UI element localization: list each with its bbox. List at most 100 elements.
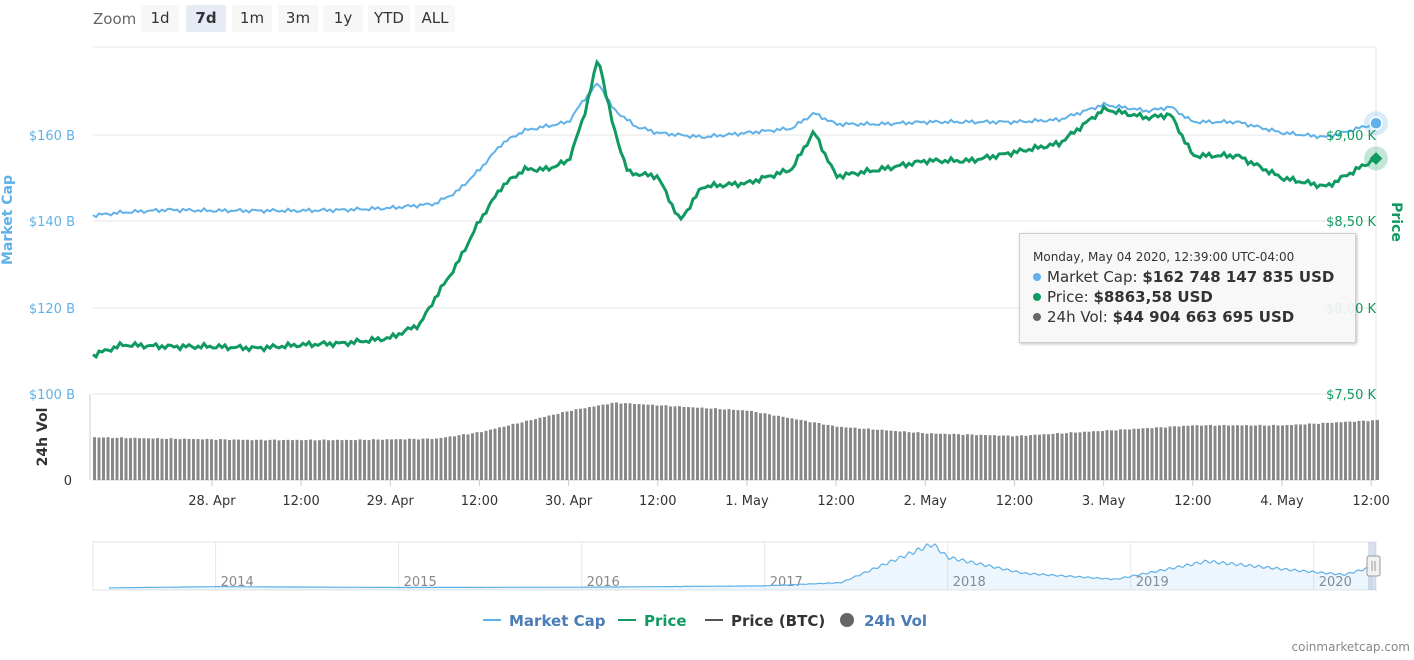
x-tick-label: 12:00 (282, 494, 319, 509)
zoom-button-bg[interactable] (278, 5, 318, 32)
legend-item-market-cap[interactable]: Market Cap (483, 612, 606, 630)
volume-bar (336, 439, 339, 480)
volume-bar (358, 439, 362, 480)
volume-bar (223, 439, 227, 480)
volume-bar (831, 425, 834, 480)
volume-bar (660, 405, 663, 480)
volume-bar (543, 416, 546, 480)
volume-bar (723, 409, 726, 480)
volume-bar (750, 410, 753, 480)
left-axis-ticks: $160 B $140 B $120 B $100 B (29, 129, 75, 403)
volume-bar (772, 415, 776, 480)
volume-bar (1042, 434, 1046, 480)
volume-bar (907, 432, 911, 480)
zoom-button-all[interactable]: ALL (415, 5, 455, 32)
volume-bar (637, 404, 641, 480)
volume-bar (781, 416, 785, 480)
zoom-button-bg[interactable] (232, 5, 272, 32)
navigator-handle[interactable] (1366, 555, 1381, 577)
zoom-button-label[interactable]: 3m (286, 9, 310, 27)
zoom-button-label[interactable]: 1m (240, 9, 264, 27)
volume-bar (448, 436, 452, 480)
zoom-button-bg[interactable] (415, 5, 455, 32)
volume-bar (1123, 429, 1127, 480)
volume-bar (889, 430, 893, 480)
volume-bar (1083, 431, 1086, 480)
zoom-button-1d[interactable]: 1d (141, 5, 179, 32)
legend: Market Cap Price Price (BTC) 24h Vol (483, 612, 927, 630)
right-tick-label: $7,50 K (1326, 388, 1376, 403)
volume-bar (174, 438, 177, 480)
credits-link[interactable]: coinmarketcap.com (1291, 640, 1410, 654)
legend-label[interactable]: Price (BTC) (731, 612, 825, 630)
navigator-handle-grip[interactable] (1366, 555, 1381, 577)
volume-bar (1200, 425, 1203, 480)
volume-bar (975, 435, 978, 480)
zoom-button-1y[interactable]: 1y (323, 5, 363, 32)
navigator[interactable]: 2014 2015 2016 2017 2018 2019 2020 (92, 541, 1381, 591)
volume-bar (507, 425, 510, 480)
zoom-button-label[interactable]: 1d (150, 9, 169, 27)
volume-bar (673, 406, 677, 480)
zoom-button-3m[interactable]: 3m (278, 5, 318, 32)
legend-item-price-btc[interactable]: Price (BTC) (705, 612, 825, 630)
volume-bar (498, 427, 501, 480)
volume-bar (1213, 425, 1217, 480)
volume-bar (610, 402, 614, 480)
volume-bar (664, 405, 668, 480)
volume-bar (129, 438, 132, 480)
x-tick-label: 3. May (1082, 494, 1126, 509)
zoom-bar: Zoom 1d 7d 1m 3m 1y YTD ALL (93, 5, 455, 32)
legend-item-price[interactable]: Price (618, 612, 687, 630)
zoom-button-bg[interactable] (141, 5, 179, 32)
volume-bar (619, 403, 623, 480)
zoom-label: Zoom (93, 10, 136, 28)
volume-bar (718, 409, 722, 480)
zoom-button-7d[interactable]: 7d (186, 5, 226, 32)
volume-bar (502, 426, 506, 480)
volume-bar (1177, 426, 1181, 480)
zoom-button-label[interactable]: 7d (195, 9, 216, 27)
volume-bar (169, 438, 173, 480)
volume-bar (669, 406, 672, 480)
volume-bar (187, 439, 191, 480)
volume-bar (1087, 431, 1091, 480)
zoom-button-label[interactable]: ALL (422, 9, 450, 27)
volume-bar (394, 439, 398, 480)
zoom-button-1m[interactable]: 1m (232, 5, 272, 32)
legend-label[interactable]: Price (644, 612, 687, 630)
zoom-button-ytd[interactable]: YTD (368, 5, 410, 32)
volume-bar (264, 440, 267, 480)
volume-bar (1330, 422, 1334, 480)
zoom-button-bg[interactable] (186, 5, 226, 32)
volume-bar (1128, 429, 1131, 480)
volume-bar (1222, 424, 1226, 480)
volume-bar (1056, 433, 1059, 480)
zoom-button-label[interactable]: YTD (373, 9, 404, 27)
zoom-button-label[interactable]: 1y (334, 9, 353, 27)
volume-bar (1168, 426, 1172, 480)
volume-bar (331, 440, 335, 480)
volume-bar (556, 413, 560, 480)
legend-item-24h-vol[interactable]: 24h Vol (840, 612, 927, 630)
volume-bar (1218, 425, 1221, 480)
volume-bar (547, 415, 551, 480)
volume-bar (799, 419, 803, 480)
volume-bar (934, 433, 938, 480)
volume-bar (1114, 430, 1118, 480)
volume-bar (480, 432, 483, 480)
volume-bar (259, 439, 263, 480)
volume-bar (642, 404, 645, 480)
volume-bar (1074, 432, 1077, 480)
legend-label[interactable]: Market Cap (509, 612, 606, 630)
volume-bar (102, 437, 105, 480)
volume-bar (786, 417, 789, 480)
volume-bar (1348, 421, 1352, 480)
zoom-button-bg[interactable] (368, 5, 410, 32)
legend-label[interactable]: 24h Vol (864, 612, 927, 630)
volume-bar (858, 428, 861, 480)
tooltip-date: Monday, May 04 2020, 12:39:00 UTC-04:00 (1033, 250, 1295, 264)
volume-bar (241, 439, 245, 480)
volume-bar (1029, 435, 1032, 480)
zoom-button-bg[interactable] (323, 5, 363, 32)
